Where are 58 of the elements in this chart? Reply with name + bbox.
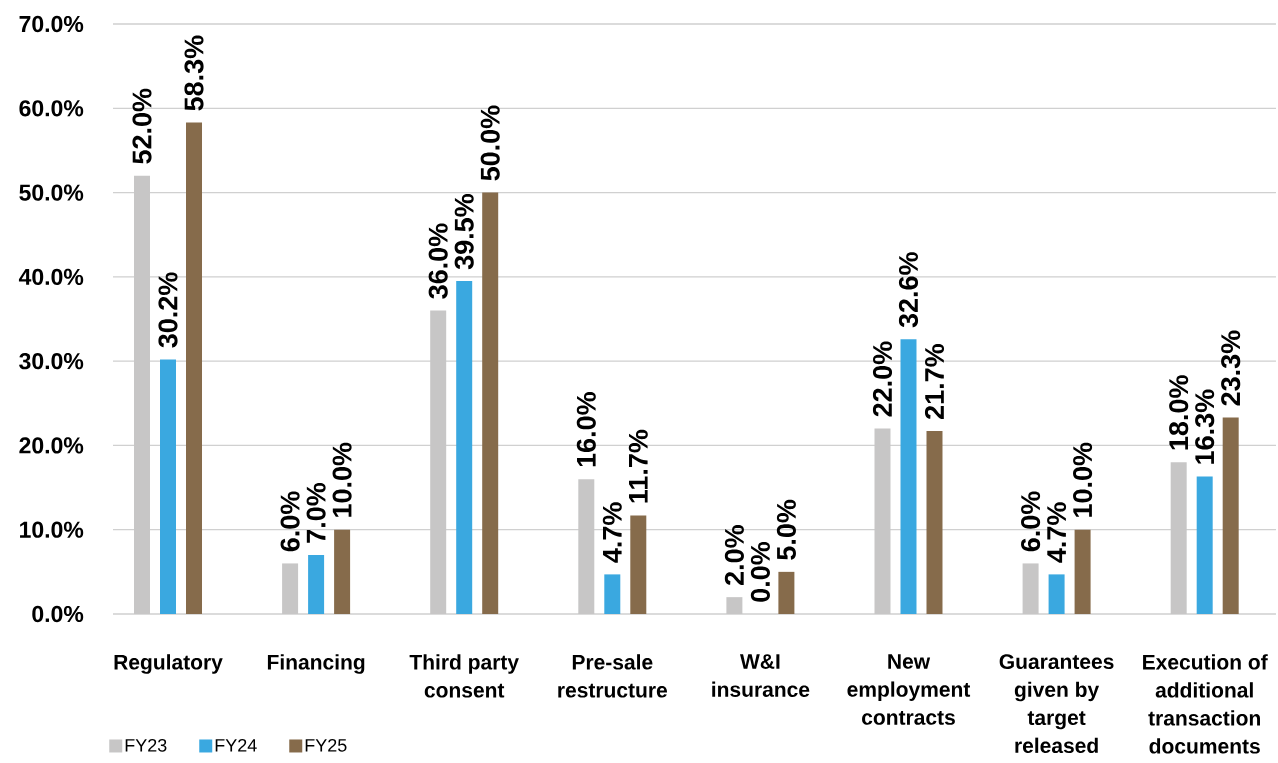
data-label: 2.0% [724, 525, 744, 586]
x-tick-label: Pre-sale restructure [558, 654, 668, 698]
x-tick-label: New employment contracts [847, 654, 971, 725]
y-tick-label: 50.0% [19, 184, 84, 201]
data-label: 11.7% [628, 429, 648, 503]
y-tick-label: 60.0% [19, 100, 84, 117]
x-tick-label: Execution of additional transaction documents [1143, 654, 1268, 754]
y-tick-label: 40.0% [18, 268, 84, 285]
x-tick-label: Financing [267, 654, 365, 674]
y-tick-label: 70.0% [19, 15, 84, 33]
bar [926, 431, 943, 614]
data-label: 6.0% [1021, 491, 1041, 552]
bar [456, 281, 473, 614]
y-tick-label: 20.0% [19, 437, 84, 454]
x-tick-label: Third party consent [409, 654, 519, 698]
data-label: 10.0% [332, 442, 352, 517]
bar [778, 571, 795, 614]
bar [1048, 574, 1065, 614]
data-label: 52.0% [132, 88, 152, 164]
legend-label: FY25 [305, 738, 347, 752]
data-label: 4.7% [1047, 502, 1067, 563]
bar [186, 122, 202, 614]
data-label: 16.3% [1195, 389, 1215, 464]
bar [900, 339, 917, 614]
data-label: 23.3% [1221, 330, 1241, 406]
x-tick-label: Regulatory [114, 654, 223, 674]
bar [1222, 417, 1239, 614]
data-label: 58.3% [184, 35, 204, 111]
legend-label: FY23 [125, 738, 167, 752]
bar [1196, 476, 1213, 614]
bar [334, 529, 351, 614]
bar [604, 574, 621, 614]
data-label: 0.0% [750, 541, 770, 602]
data-label: 21.7% [924, 344, 945, 419]
data-label: 36.0% [428, 223, 448, 299]
bar [630, 515, 647, 614]
bar [160, 359, 176, 614]
data-label: 16.0% [576, 392, 596, 467]
bar [482, 192, 499, 614]
data-label: 32.6% [898, 252, 919, 328]
data-label: 5.0% [776, 499, 796, 560]
data-label: 30.2% [158, 272, 178, 348]
data-label: 39.5% [454, 194, 474, 270]
x-tick-label: W&I insurance [712, 654, 810, 697]
data-label: 6.0% [280, 491, 300, 552]
data-label: 50.0% [480, 105, 500, 181]
bar [308, 555, 325, 614]
y-tick-label: 10.0% [20, 521, 84, 538]
y-tick-label: 30.0% [19, 352, 84, 370]
data-label: 22.0% [872, 341, 893, 417]
data-label: 18.0% [1169, 375, 1189, 450]
y-tick-label: 0.0% [32, 605, 84, 623]
legend-label: FY24 [215, 738, 257, 752]
x-tick-label: Guarantees given by target released [999, 654, 1114, 754]
data-label: 7.0% [306, 482, 326, 543]
bar [1074, 529, 1091, 614]
data-label: 4.7% [602, 502, 622, 563]
data-label: 10.0% [1073, 442, 1093, 517]
